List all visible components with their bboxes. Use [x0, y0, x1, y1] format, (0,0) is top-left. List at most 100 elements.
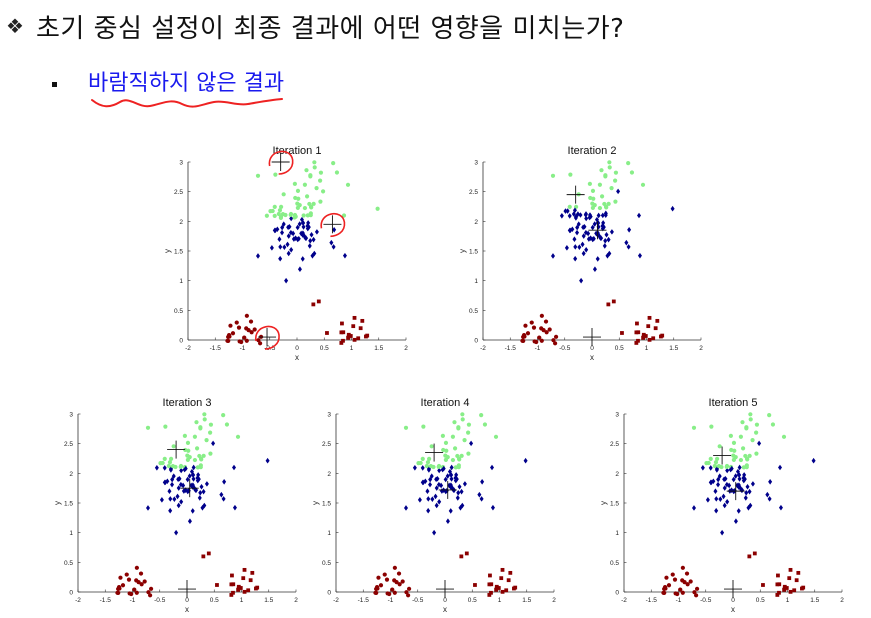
- data-point: [775, 593, 780, 597]
- data-point: [496, 586, 501, 590]
- data-point: [166, 463, 171, 469]
- centroid-circle-annotation: [268, 150, 294, 175]
- data-point: [163, 424, 168, 429]
- data-point: [437, 499, 442, 505]
- data-point: [318, 170, 324, 175]
- data-point: [304, 235, 309, 241]
- x-tick-label: 1: [498, 597, 502, 604]
- data-point: [176, 502, 181, 509]
- slide-heading: 초기 중심 설정이 최종 결과에 어떤 영향을 미치는가?: [36, 14, 625, 44]
- data-point: [767, 413, 772, 418]
- data-point: [256, 338, 261, 343]
- data-point: [179, 499, 184, 505]
- data-point: [688, 579, 693, 584]
- x-tick-label: -2: [75, 597, 81, 604]
- data-point: [590, 224, 595, 231]
- data-point: [183, 465, 188, 472]
- data-point: [747, 554, 752, 559]
- data-point: [167, 488, 172, 494]
- data-point: [392, 590, 397, 595]
- data-point: [784, 586, 789, 590]
- x-axis-label: x: [443, 605, 447, 614]
- data-point: [568, 172, 573, 177]
- data-point: [573, 244, 578, 250]
- data-point: [436, 463, 442, 469]
- data-point: [466, 451, 471, 456]
- data-point: [609, 186, 614, 191]
- data-point: [747, 488, 752, 495]
- data-point: [309, 205, 314, 210]
- data-point: [500, 589, 505, 594]
- data-point: [460, 502, 465, 509]
- y-tick-label: 1.5: [610, 501, 619, 508]
- data-point: [493, 434, 499, 439]
- data-point: [453, 475, 458, 481]
- x-tick-label: -1.5: [358, 597, 370, 604]
- data-point: [682, 579, 687, 585]
- data-point: [171, 444, 176, 449]
- data-point: [138, 571, 144, 576]
- data-point: [605, 252, 610, 259]
- data-point: [577, 244, 582, 250]
- data-point: [198, 425, 203, 430]
- data-point: [737, 476, 742, 482]
- data-point: [626, 161, 631, 166]
- data-point: [206, 551, 211, 556]
- data-point: [603, 173, 608, 178]
- data-point: [400, 579, 405, 584]
- y-tick-label: 0: [327, 590, 331, 597]
- y-tick-label: 2: [327, 471, 331, 478]
- data-point: [235, 434, 241, 439]
- data-point: [565, 208, 570, 214]
- y-tick-label: 1: [69, 530, 73, 537]
- data-point: [647, 315, 652, 320]
- data-point: [600, 223, 605, 229]
- data-point: [305, 213, 310, 218]
- x-tick-label: -2: [480, 345, 486, 352]
- iteration-3-plot: Iteration 3 -2 -1.5 -1 -0.5 0 0.5 1 1.5 2 0 0.5 1 1.5…: [53, 397, 298, 614]
- data-point: [595, 256, 600, 262]
- y-axis-label: y: [311, 501, 320, 505]
- data-point: [244, 338, 249, 343]
- data-point: [547, 327, 552, 332]
- data-point: [351, 324, 356, 329]
- x-tick-label: 1.5: [374, 345, 383, 352]
- data-point: [387, 591, 392, 597]
- x-axis-label: x: [590, 353, 594, 362]
- data-point: [691, 425, 697, 430]
- data-point: [283, 212, 288, 218]
- data-point: [316, 299, 321, 304]
- data-point: [811, 457, 816, 464]
- data-point: [348, 334, 353, 338]
- data-point: [242, 567, 247, 572]
- plot-title: Iteration 2: [568, 145, 617, 157]
- data-point: [228, 323, 233, 328]
- iteration-5-plot: Iteration 5 -2 -1.5 -1 -0.5 0 0.5 1 1.5 2 0 0.5 1 1.5…: [599, 397, 844, 614]
- data-point: [452, 420, 457, 425]
- data-point: [458, 504, 463, 511]
- data-point: [269, 245, 274, 251]
- data-point: [297, 266, 302, 273]
- data-point: [134, 590, 139, 595]
- plot-title: Iteration 3: [163, 397, 212, 409]
- data-point: [603, 210, 608, 217]
- data-point: [564, 245, 569, 251]
- data-point: [590, 188, 596, 193]
- x-tick-label: -1: [240, 345, 246, 352]
- y-tick-label: 3: [69, 412, 73, 419]
- data-point: [219, 491, 224, 498]
- data-point: [488, 573, 492, 578]
- data-point: [231, 590, 235, 595]
- slide-subheading: 바람직하지 않은 결과: [88, 71, 285, 96]
- data-point: [239, 339, 244, 345]
- data-point: [174, 529, 179, 536]
- data-point: [479, 496, 484, 502]
- data-point: [232, 464, 237, 471]
- data-point: [300, 232, 305, 238]
- data-point: [754, 451, 759, 456]
- data-point: [635, 321, 639, 326]
- data-point: [737, 464, 742, 471]
- data-point: [745, 483, 750, 490]
- data-point: [691, 505, 696, 511]
- data-point: [406, 593, 411, 598]
